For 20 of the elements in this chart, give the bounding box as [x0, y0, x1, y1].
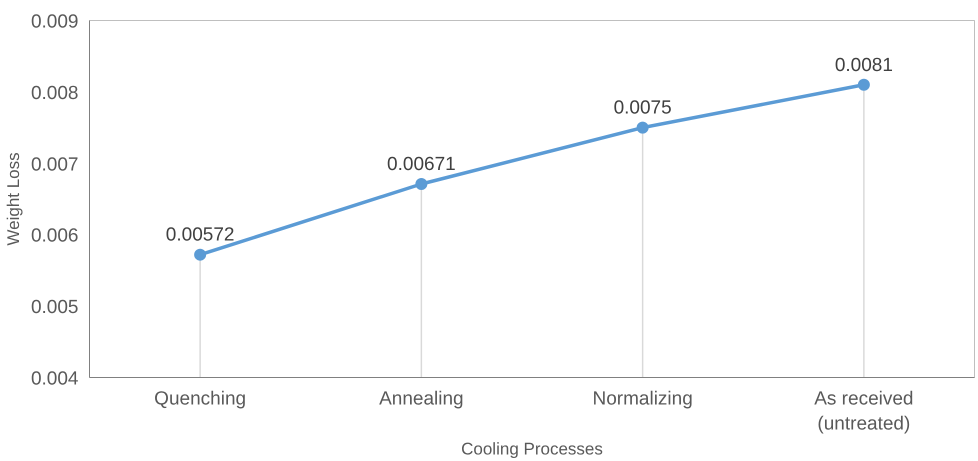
y-tick-label: 0.004	[30, 368, 79, 390]
x-tick-label: Normalizing	[592, 388, 693, 410]
y-tick-label: 0.009	[30, 12, 78, 32]
y-tick-label: 0.006	[30, 226, 78, 247]
data-label: 0.00572	[166, 224, 234, 246]
data-label: 0.0081	[834, 54, 893, 76]
point	[194, 248, 206, 261]
y-tick-label: 0.005	[30, 297, 78, 318]
x-axis-title: Cooling Processes	[461, 440, 603, 459]
y-tick-label: 0.008	[30, 82, 78, 104]
data-label: 0.00671	[387, 154, 456, 176]
data-label: 0.0075	[614, 98, 672, 119]
y-tick-label: 0.007	[30, 154, 78, 176]
x-tick-label: Annealing	[379, 388, 464, 410]
x-tick-label: As received (untreated)	[814, 388, 914, 435]
x-tick-label: Quenching	[154, 388, 246, 410]
point	[636, 122, 649, 134]
y-axis-title: Weight Loss	[4, 152, 23, 246]
point	[858, 78, 870, 91]
point	[415, 178, 428, 190]
